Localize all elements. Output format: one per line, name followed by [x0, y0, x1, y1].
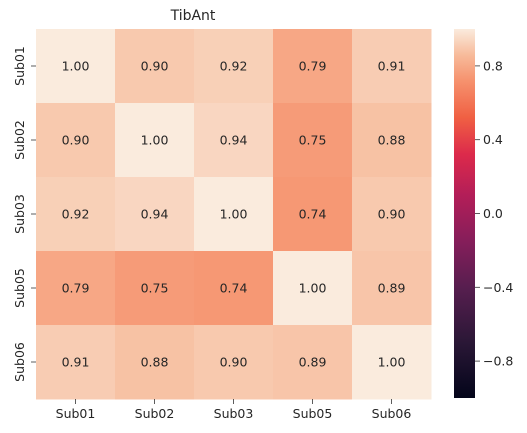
y-tick-label: Sub01 [12, 46, 27, 86]
cell-value-label: 0.90 [220, 355, 248, 370]
y-tick-label: Sub02 [12, 120, 27, 160]
cell-value-label: 0.89 [378, 281, 406, 296]
cell-value-label: 0.90 [62, 133, 90, 148]
cell-value-label: 1.00 [62, 59, 90, 74]
x-tick-label: Sub02 [135, 406, 175, 421]
heatmap-cell [36, 177, 116, 252]
heatmap-cell [352, 103, 432, 178]
heatmap-cell [194, 251, 274, 326]
heatmap-cell [273, 177, 353, 252]
x-tick-label: Sub01 [56, 406, 96, 421]
heatmap-cell [36, 325, 116, 400]
cell-value-label: 0.75 [141, 281, 169, 296]
cell-value-label: 1.00 [141, 133, 169, 148]
y-tick-label: Sub03 [12, 194, 27, 234]
colorbar-tick-label: −0.8 [483, 354, 513, 369]
cell-value-label: 0.92 [220, 59, 248, 74]
x-tick-label: Sub03 [214, 406, 254, 421]
cell-value-label: 0.91 [62, 355, 90, 370]
heatmap-cell [194, 177, 274, 252]
heatmap-cell [194, 325, 274, 400]
colorbar [454, 29, 475, 398]
heatmap-cell [115, 177, 195, 252]
cell-value-label: 0.88 [141, 355, 169, 370]
colorbar-axis: 0.8 0.4 0.0 −0.4 −0.8 [475, 58, 513, 369]
heatmap-cells [36, 29, 432, 400]
heatmap-cell [36, 103, 116, 178]
heatmap-cell [194, 103, 274, 178]
cell-value-label: 1.00 [378, 355, 406, 370]
heatmap-cell-labels: 1.00 0.90 0.92 0.79 0.91 0.90 1.00 0.94 0.75 0.88… [62, 59, 406, 370]
y-tick-label: Sub05 [12, 268, 27, 308]
cell-value-label: 1.00 [299, 281, 327, 296]
heatmap-cell [115, 103, 195, 178]
x-tick-label: Sub06 [372, 406, 412, 421]
heatmap-cell [273, 103, 353, 178]
cell-value-label: 0.94 [141, 207, 169, 222]
colorbar-tick-label: 0.0 [483, 206, 503, 221]
heatmap-cell [115, 29, 195, 104]
cell-value-label: 0.74 [220, 281, 248, 296]
cell-value-label: 0.79 [62, 281, 90, 296]
x-tick-label: Sub05 [293, 406, 333, 421]
heatmap-cell [352, 29, 432, 104]
cell-value-label: 0.74 [299, 207, 327, 222]
cell-value-label: 0.79 [299, 59, 327, 74]
heatmap-cell [273, 29, 353, 104]
heatmap-cell [115, 251, 195, 326]
chart-title: TibAnt [170, 8, 216, 24]
heatmap-cell [352, 325, 432, 400]
cell-value-label: 0.91 [378, 59, 406, 74]
heatmap-cell [273, 251, 353, 326]
y-axis: Sub01 Sub02 Sub03 Sub05 Sub06 [12, 46, 36, 382]
cell-value-label: 1.00 [220, 207, 248, 222]
heatmap-cell [36, 29, 116, 104]
heatmap-cell [352, 251, 432, 326]
cell-value-label: 0.75 [299, 133, 327, 148]
colorbar-tick-label: 0.4 [483, 132, 503, 147]
colorbar-tick-label: 0.8 [483, 58, 503, 73]
heatmap-cell [194, 29, 274, 104]
heatmap-cell [115, 325, 195, 400]
cell-value-label: 0.92 [62, 207, 90, 222]
x-axis: Sub01 Sub02 Sub03 Sub05 Sub06 [56, 399, 412, 421]
cell-value-label: 0.88 [378, 133, 406, 148]
cell-value-label: 0.94 [220, 133, 248, 148]
colorbar-tick-label: −0.4 [483, 280, 513, 295]
y-tick-label: Sub06 [12, 342, 27, 382]
cell-value-label: 0.90 [378, 207, 406, 222]
cell-value-label: 0.89 [299, 355, 327, 370]
cell-value-label: 0.90 [141, 59, 169, 74]
heatmap-cell [352, 177, 432, 252]
heatmap-cell [273, 325, 353, 400]
heatmap-cell [36, 251, 116, 326]
